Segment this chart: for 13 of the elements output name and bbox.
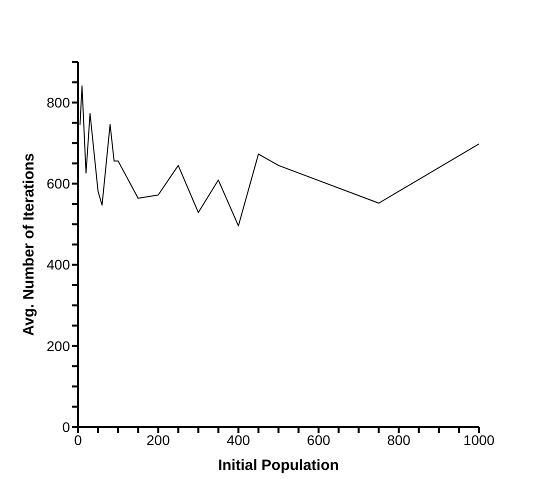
- x-tick-label: 1000: [463, 432, 495, 448]
- x-tick-label: 800: [387, 432, 411, 448]
- x-axis-title: Initial Population: [218, 457, 339, 474]
- y-tick-label: 0: [62, 418, 70, 435]
- y-axis-title: Avg. Number of Iterations: [20, 153, 38, 336]
- y-tick-label: 400: [46, 256, 70, 273]
- x-tick-label: 400: [226, 432, 250, 448]
- x-tick-label: 0: [74, 432, 82, 448]
- y-tick-label: 800: [46, 94, 70, 111]
- x-tick-label: 600: [306, 432, 330, 448]
- x-tick-label: 200: [146, 432, 170, 448]
- y-tick-label: 200: [46, 338, 70, 354]
- y-tick-label: 600: [46, 176, 70, 192]
